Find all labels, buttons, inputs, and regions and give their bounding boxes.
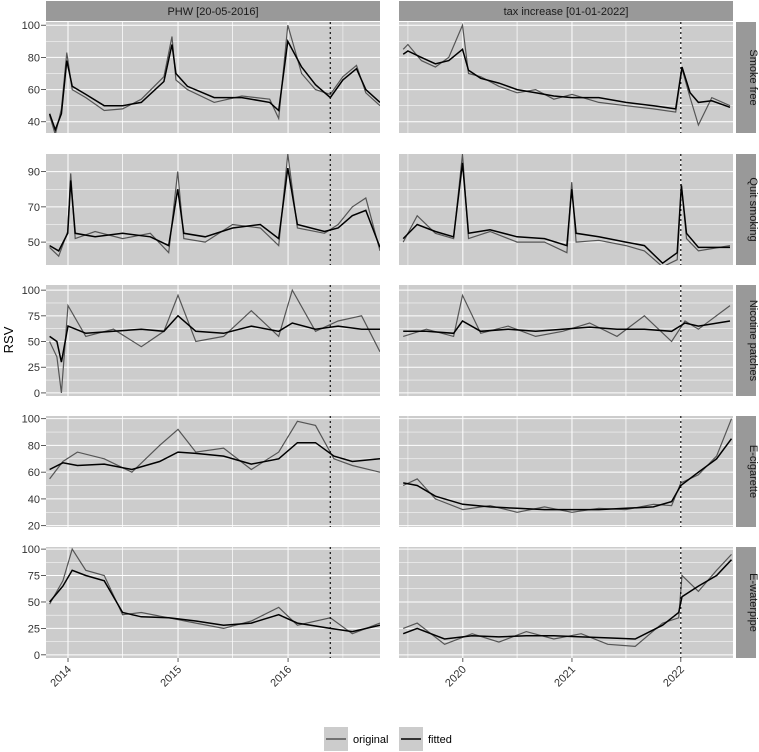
- y-tick-label: 20: [28, 521, 40, 533]
- panel-background: [46, 416, 380, 527]
- legend: original fitted: [324, 727, 452, 751]
- y-tick-label: 0: [34, 388, 40, 400]
- series-fitted-line: [49, 441, 380, 471]
- row-strip-3: [736, 416, 756, 527]
- x-tick-label: 2021: [552, 664, 578, 690]
- row-strip-2: [736, 285, 756, 396]
- y-axis-title: RSV: [1, 326, 16, 353]
- series-fitted-line: [403, 438, 733, 511]
- panel-background: [399, 22, 733, 133]
- y-tick-label: 40: [28, 117, 40, 129]
- panel-background: [399, 154, 733, 265]
- panel-background: [46, 547, 380, 658]
- panel-2-1: [399, 285, 733, 396]
- legend-key-original: [324, 727, 348, 751]
- legend-key-fitted: [399, 727, 423, 751]
- panel-background: [46, 285, 380, 396]
- row-strip-label-4: E-waterpipe: [747, 573, 759, 632]
- y-tick-label: 50: [28, 237, 40, 249]
- y-tick-label: 100: [22, 285, 40, 297]
- row-strip-0: [736, 22, 756, 133]
- panel-background: [399, 285, 733, 396]
- x-tick-label: 2014: [48, 664, 74, 690]
- y-tick-label: 40: [28, 494, 40, 506]
- column-strip-0: [46, 1, 380, 21]
- y-tick-label: 90: [28, 167, 40, 179]
- legend-label-original: original: [353, 734, 388, 746]
- x-tick-label: 2016: [268, 664, 294, 690]
- panel-3-1: [399, 416, 733, 527]
- row-strip-4: [736, 547, 756, 658]
- x-tick-label: 2015: [158, 664, 184, 690]
- y-tick-label: 25: [28, 362, 40, 374]
- panel-3-0: [46, 416, 380, 527]
- panel-4-0: [46, 547, 380, 658]
- x-tick-label: 2022: [661, 664, 687, 690]
- y-tick-label: 50: [28, 597, 40, 609]
- y-tick-label: 100: [22, 20, 40, 32]
- column-strip-1: [399, 1, 733, 21]
- y-tick-label: 50: [28, 337, 40, 349]
- panel-background: [399, 547, 733, 658]
- x-tick-label: 2020: [443, 664, 469, 690]
- series-fitted-line: [49, 314, 380, 363]
- y-tick-label: 70: [28, 202, 40, 214]
- row-strip-label-1: Quit smoking: [747, 177, 759, 241]
- y-tick-label: 80: [28, 52, 40, 64]
- panel-background: [46, 154, 380, 265]
- row-strip-1: [736, 154, 756, 265]
- column-strip-label-1: tax increase [01-01-2022]: [504, 6, 629, 18]
- panel-1-0: [46, 154, 380, 265]
- y-tick-label: 100: [22, 414, 40, 426]
- series-fitted-line: [49, 569, 380, 633]
- y-tick-label: 0: [34, 650, 40, 662]
- series-fitted-line: [402, 162, 730, 265]
- series-original-line: [49, 420, 380, 480]
- series-original-line: [49, 547, 380, 635]
- series-original-line: [402, 553, 732, 648]
- legend-label-fitted: fitted: [428, 734, 452, 746]
- series-fitted-line: [402, 47, 731, 110]
- panels-layer: PHW [20-05-2016] tax increase [01-01-2022…: [22, 1, 759, 689]
- row-strip-label-2: Nicotine patches: [747, 300, 759, 382]
- panel-0-0: [46, 22, 380, 133]
- row-strip-label-0: Smoke free: [747, 49, 759, 105]
- series-original-line: [49, 25, 380, 133]
- panel-0-1: [399, 22, 733, 133]
- panel-4-1: [399, 547, 733, 658]
- series-fitted-line: [402, 559, 733, 640]
- y-tick-label: 60: [28, 85, 40, 97]
- panel-2-0: [46, 285, 380, 396]
- y-tick-label: 75: [28, 571, 40, 583]
- column-strip-label-0: PHW [20-05-2016]: [167, 6, 258, 18]
- panel-background: [46, 22, 380, 133]
- y-tick-label: 75: [28, 311, 40, 323]
- panel-background: [399, 416, 733, 527]
- y-tick-label: 60: [28, 467, 40, 479]
- series-original-line: [403, 293, 731, 343]
- y-tick-label: 25: [28, 623, 40, 635]
- y-tick-label: 80: [28, 440, 40, 452]
- panel-1-1: [399, 154, 733, 265]
- y-tick-label: 100: [22, 544, 40, 556]
- row-strip-label-3: E-cigarette: [747, 445, 759, 498]
- series-original-line: [49, 288, 380, 393]
- series-fitted-line: [49, 167, 380, 252]
